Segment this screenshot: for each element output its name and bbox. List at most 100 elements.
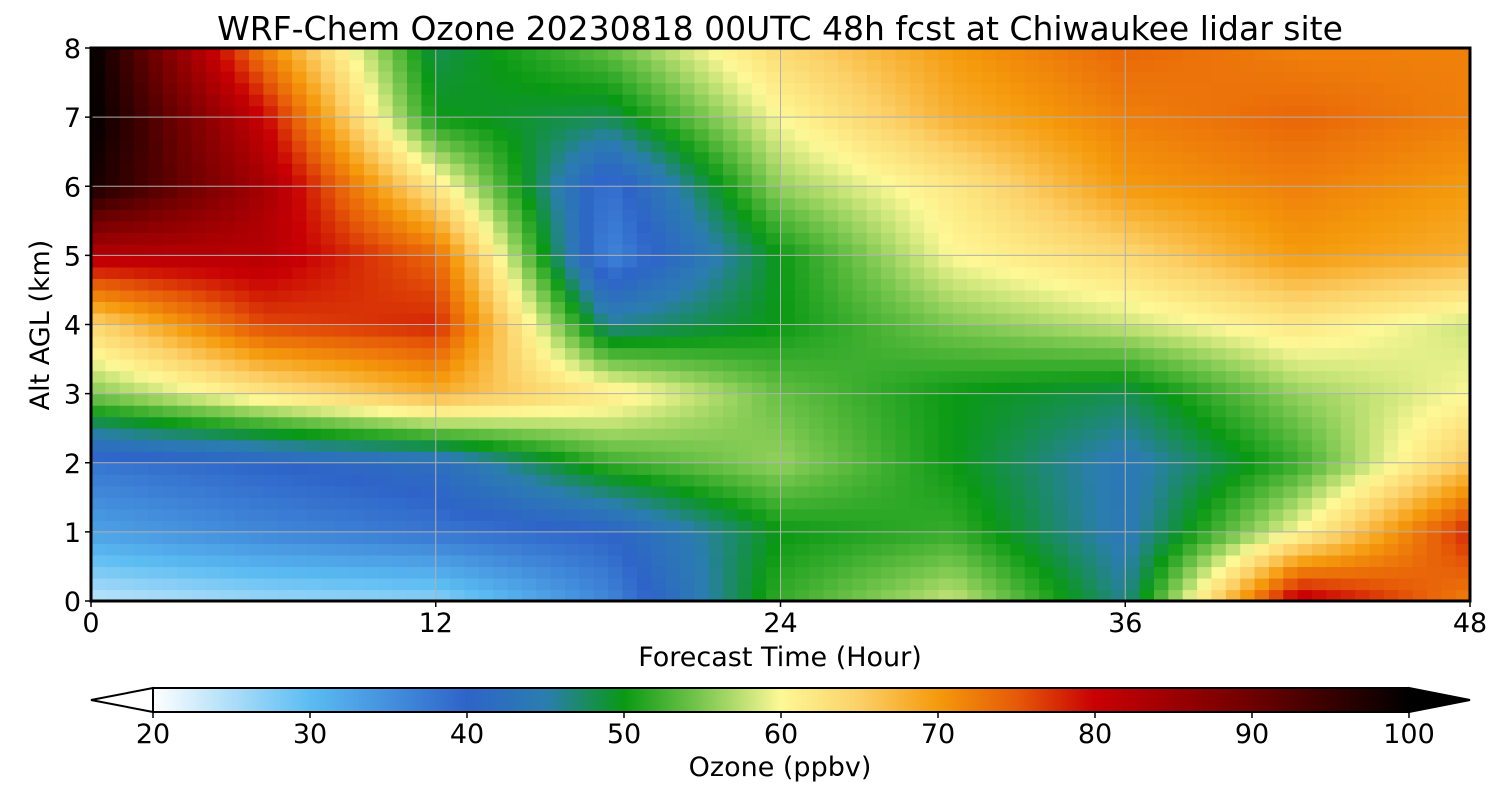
heat-cell xyxy=(134,485,150,498)
heat-cell xyxy=(191,577,207,591)
heat-cell xyxy=(91,370,106,383)
heat-cell xyxy=(866,289,882,303)
heat-cell xyxy=(952,589,968,601)
heat-cell xyxy=(1369,71,1385,84)
heat-cell xyxy=(622,589,638,601)
heat-cell xyxy=(91,266,106,280)
heat-cell xyxy=(1182,232,1198,245)
heat-cell xyxy=(665,439,681,452)
heat-cell xyxy=(1039,48,1055,61)
heat-cell xyxy=(866,301,882,314)
heat-cell xyxy=(392,266,408,280)
heat-cell xyxy=(938,324,954,337)
heat-cell xyxy=(363,451,379,464)
heat-cell xyxy=(1268,278,1284,291)
heat-cell xyxy=(794,197,810,210)
heat-cell xyxy=(191,71,207,84)
heat-cell xyxy=(421,405,437,418)
heat-cell xyxy=(1096,474,1112,487)
heat-cell xyxy=(1096,186,1112,199)
heat-cell xyxy=(1067,531,1083,544)
heat-cell xyxy=(263,347,279,360)
heat-cell xyxy=(378,71,394,84)
heat-cell xyxy=(1110,451,1126,464)
heat-cell xyxy=(378,186,394,199)
heat-cell xyxy=(91,382,106,395)
heat-cell xyxy=(909,566,925,579)
heat-cell xyxy=(1240,347,1256,360)
heat-cell xyxy=(249,232,264,245)
heat-cell xyxy=(809,186,825,199)
heat-cell xyxy=(723,508,738,521)
heat-cell xyxy=(679,416,695,429)
heat-cell xyxy=(493,243,509,256)
heat-cell xyxy=(435,393,451,406)
heat-cell xyxy=(823,382,839,395)
heat-cell xyxy=(105,370,121,383)
heat-cell xyxy=(177,71,193,84)
heat-cell xyxy=(794,531,810,544)
heat-cell xyxy=(1326,243,1342,256)
heat-cell xyxy=(1168,554,1184,568)
heat-cell xyxy=(335,336,351,349)
heat-cell xyxy=(1067,128,1083,141)
heat-cell xyxy=(593,370,609,383)
heat-cell xyxy=(1139,577,1155,591)
heat-cell xyxy=(378,566,394,579)
heat-cell xyxy=(866,347,882,360)
heat-cell xyxy=(995,232,1011,245)
heat-cell xyxy=(1053,151,1069,164)
heat-cell xyxy=(292,520,308,533)
heat-cell xyxy=(521,520,537,533)
heat-cell xyxy=(909,416,925,429)
heat-cell xyxy=(1297,370,1313,383)
heat-cell xyxy=(881,82,897,95)
heat-cell xyxy=(464,82,480,95)
heat-cell xyxy=(751,497,767,510)
heat-cell xyxy=(881,531,897,544)
heat-cell xyxy=(349,232,365,245)
heat-cell xyxy=(579,382,595,395)
heat-cell xyxy=(895,186,911,199)
heat-cell xyxy=(1240,393,1256,406)
heat-cell xyxy=(723,312,738,326)
heat-cell xyxy=(292,462,308,475)
heat-cell xyxy=(938,462,954,475)
heat-cell xyxy=(249,128,264,141)
heat-cell xyxy=(148,520,164,533)
heat-cell xyxy=(708,336,724,349)
heat-cell xyxy=(1067,451,1083,464)
heat-cell xyxy=(205,232,221,245)
heat-cell xyxy=(363,520,379,533)
heat-cell xyxy=(335,324,351,337)
heat-cell xyxy=(191,336,207,349)
heat-cell xyxy=(1039,577,1055,591)
heat-cell xyxy=(1441,416,1457,429)
heat-cell xyxy=(766,589,782,601)
heat-cell xyxy=(349,140,365,153)
heat-cell xyxy=(823,197,839,210)
heat-cell xyxy=(636,82,652,95)
heat-cell xyxy=(1168,197,1184,210)
heat-cell xyxy=(450,359,466,372)
heat-cell xyxy=(1039,94,1055,107)
heat-cell xyxy=(1211,531,1227,544)
heat-cell xyxy=(521,140,537,153)
heat-cell xyxy=(1369,59,1385,72)
heat-cell xyxy=(105,140,121,153)
heat-cell xyxy=(1311,82,1327,95)
heat-cell xyxy=(1082,186,1098,199)
heat-cell xyxy=(938,554,954,568)
heat-cell xyxy=(636,151,652,164)
heat-cell xyxy=(881,589,897,601)
heat-cell xyxy=(1283,243,1299,256)
heat-cell xyxy=(1254,370,1270,383)
heat-cell xyxy=(1283,566,1299,579)
heat-cell xyxy=(967,451,983,464)
heat-cell xyxy=(550,428,566,441)
heat-cell xyxy=(1039,128,1055,141)
heat-cell xyxy=(464,301,480,314)
heat-cell xyxy=(292,485,308,498)
heat-cell xyxy=(407,220,422,233)
heat-cell xyxy=(766,566,782,579)
